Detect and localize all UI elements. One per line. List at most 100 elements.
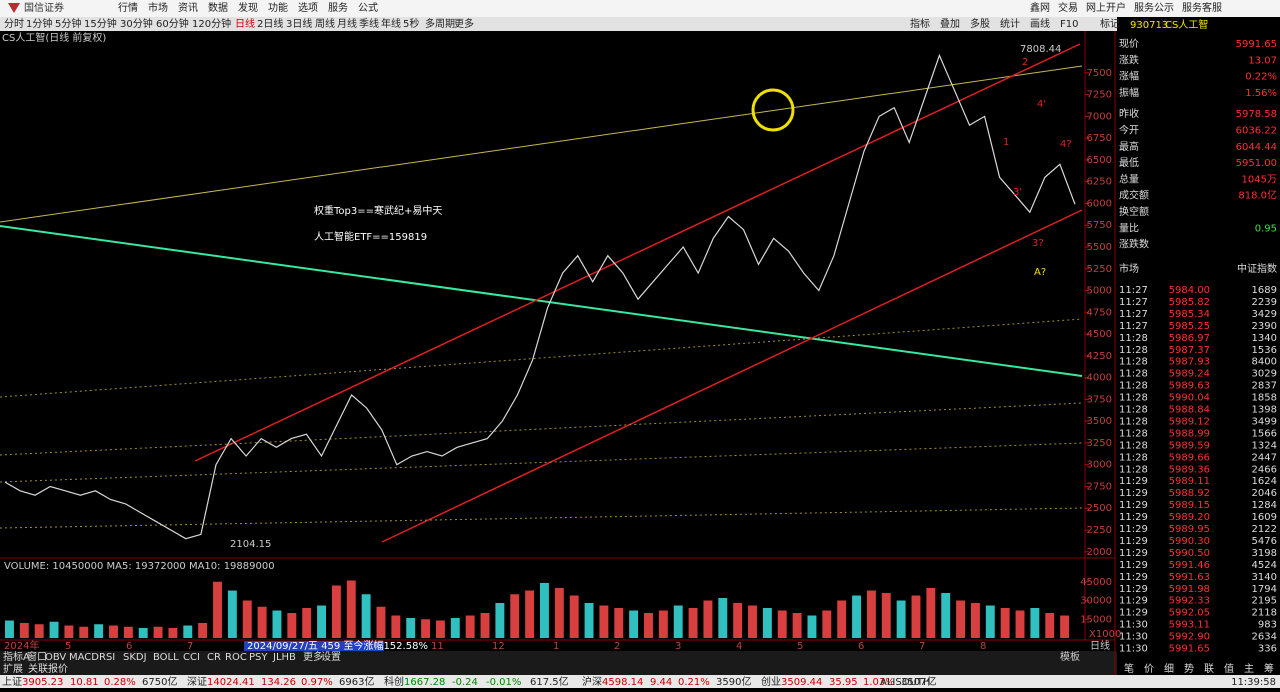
period-tab[interactable]: 周线 bbox=[315, 17, 335, 30]
status-name: 沪深 bbox=[582, 675, 602, 688]
menu-item[interactable]: 服务 bbox=[328, 1, 348, 14]
tool-button[interactable]: 指标 bbox=[910, 17, 930, 30]
tool-button[interactable]: F10 bbox=[1060, 19, 1078, 30]
indicator-tab[interactable]: CCI bbox=[183, 652, 200, 663]
period-tab[interactable]: 5秒 bbox=[403, 17, 419, 30]
tick-price: 5985.34 bbox=[1169, 309, 1210, 320]
annotation: 权重Top3==寒武纪+易中天 bbox=[314, 204, 442, 217]
menu-item[interactable]: 行情 bbox=[118, 1, 138, 14]
tick-price: 5988.99 bbox=[1169, 428, 1210, 439]
indicator-tab[interactable]: 窗口 bbox=[27, 650, 47, 663]
wave-label: 4? bbox=[1060, 139, 1072, 150]
tick-volume: 983 bbox=[1258, 620, 1277, 631]
quote-label: 最高 bbox=[1119, 140, 1139, 153]
tick-time: 11:29 bbox=[1119, 608, 1148, 619]
status-value: 3905.23 bbox=[22, 677, 63, 688]
period-tab[interactable]: 2日线 bbox=[257, 17, 283, 30]
x-tick-label: 8 bbox=[980, 641, 986, 652]
volume-bar bbox=[569, 595, 579, 638]
period-tab[interactable]: 年线 bbox=[381, 17, 401, 30]
tool-button[interactable]: 叠加 bbox=[940, 18, 960, 30]
indicator-tab[interactable]: JLHB bbox=[272, 652, 296, 663]
range-label: 2024/09/27/五 459 至今涨幅152.58% bbox=[247, 639, 428, 652]
volume-bar bbox=[480, 613, 490, 638]
indicator-tab[interactable]: 设置 bbox=[321, 651, 341, 663]
period-tab[interactable]: 3日线 bbox=[286, 17, 312, 30]
period-tab[interactable]: 更多 bbox=[454, 17, 474, 30]
tick-volume: 1324 bbox=[1252, 440, 1277, 451]
quote-code: 930713 bbox=[1130, 20, 1168, 31]
volume-bar bbox=[421, 619, 431, 638]
period-tab[interactable]: 分时 bbox=[4, 18, 24, 30]
tick-price: 5991.65 bbox=[1169, 644, 1210, 655]
volume-bar bbox=[138, 628, 148, 638]
quote-value: 13.07 bbox=[1248, 55, 1277, 66]
volume-bar bbox=[956, 600, 966, 638]
volume-bar bbox=[361, 594, 371, 638]
tick-volume: 2122 bbox=[1252, 524, 1277, 535]
tool-button[interactable]: 画线 bbox=[1030, 17, 1050, 30]
menu-item[interactable]: 功能 bbox=[268, 1, 288, 14]
tick-price: 5989.63 bbox=[1169, 381, 1210, 392]
tool-button[interactable]: 多股 bbox=[970, 17, 990, 30]
guide-line bbox=[0, 507, 1083, 529]
period-tab[interactable]: 30分钟 bbox=[120, 17, 153, 30]
period-tab[interactable]: 月线 bbox=[337, 17, 357, 30]
tool-button[interactable]: 标记 bbox=[1100, 18, 1120, 30]
volume-bar bbox=[673, 605, 683, 638]
period-tab[interactable]: 5分钟 bbox=[55, 17, 81, 30]
menu-item[interactable]: 选项 bbox=[298, 1, 318, 14]
tick-volume: 2195 bbox=[1252, 596, 1277, 607]
side-tab[interactable]: 联 bbox=[1204, 663, 1214, 675]
menu-item[interactable]: 公式 bbox=[358, 1, 378, 14]
side-tab[interactable]: 笔 bbox=[1124, 662, 1134, 675]
tool-button[interactable]: 统计 bbox=[1000, 17, 1020, 30]
status-pct: 1.03% bbox=[863, 677, 895, 688]
indicator-tab[interactable]: PSY bbox=[249, 652, 268, 663]
period-tab[interactable]: 15分钟 bbox=[84, 17, 117, 30]
period-tab[interactable]: 季线 bbox=[359, 17, 379, 30]
side-tab[interactable]: 值 bbox=[1224, 662, 1234, 675]
menu-item[interactable]: 资讯 bbox=[178, 2, 198, 14]
indicator-tab[interactable]: 更多 bbox=[303, 650, 323, 663]
volume-bar bbox=[213, 581, 222, 638]
volume-bar bbox=[510, 594, 520, 638]
indicator-tab[interactable]: CR bbox=[207, 652, 221, 663]
menu-item[interactable]: 市场 bbox=[148, 1, 168, 14]
volume-unit: X1000 bbox=[1089, 629, 1121, 640]
indicator-tab[interactable]: RSI bbox=[99, 652, 115, 663]
indicator-tab[interactable]: 指标A bbox=[3, 650, 30, 663]
period-tab[interactable]: 60分钟 bbox=[156, 17, 189, 30]
indicator-tab[interactable]: MACD bbox=[69, 652, 99, 663]
channel-line bbox=[194, 43, 1081, 462]
side-tab[interactable]: 势 bbox=[1184, 662, 1194, 675]
wave-label: 2 bbox=[1022, 57, 1028, 68]
menu-item[interactable]: 数据 bbox=[208, 1, 228, 14]
indicator-tab[interactable]: BOLL bbox=[153, 652, 179, 663]
tool-button[interactable]: 返回 bbox=[1160, 18, 1180, 30]
period-tab[interactable]: 多周期 bbox=[425, 17, 455, 30]
side-tab[interactable]: 价 bbox=[1144, 663, 1154, 675]
tool-button[interactable]: 自选 bbox=[1130, 17, 1150, 30]
indicator-tab[interactable]: OBV bbox=[45, 652, 66, 663]
volume-bar bbox=[644, 613, 653, 638]
menu-item[interactable]: 发现 bbox=[238, 1, 258, 14]
quote-value: 0.22% bbox=[1245, 72, 1277, 83]
tick-volume: 2046 bbox=[1252, 488, 1277, 499]
highlight-circle bbox=[751, 88, 795, 132]
y-tick-label: 7000 bbox=[1087, 111, 1112, 122]
tick-volume: 2239 bbox=[1252, 297, 1277, 308]
tick-price: 5989.12 bbox=[1169, 416, 1210, 427]
period-tab[interactable]: 日线 bbox=[235, 17, 255, 30]
period-tab[interactable]: 1分钟 bbox=[26, 17, 52, 30]
y-tick-label: 6750 bbox=[1087, 133, 1112, 144]
period-tab[interactable]: 120分钟 bbox=[192, 17, 231, 30]
volume-bar bbox=[911, 595, 921, 638]
market-value: 中证指数 bbox=[1237, 262, 1277, 275]
tick-volume: 1536 bbox=[1252, 345, 1277, 356]
side-tab[interactable]: 主 bbox=[1244, 663, 1254, 675]
indicator-tab[interactable]: ROC bbox=[225, 652, 247, 663]
side-tab[interactable]: 筹 bbox=[1264, 662, 1274, 675]
side-tab[interactable]: 细 bbox=[1164, 662, 1174, 675]
indicator-tab[interactable]: SKDJ bbox=[123, 652, 147, 663]
